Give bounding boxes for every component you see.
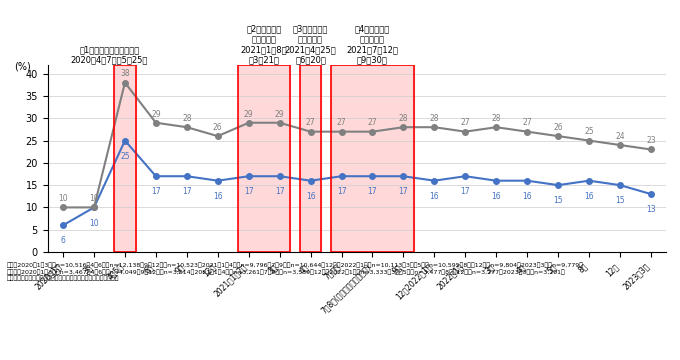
Text: 15: 15 xyxy=(615,196,625,205)
東京圏 xyxy=(183,125,191,129)
Line: 全国: 全国 xyxy=(61,138,653,228)
Text: 29: 29 xyxy=(275,109,284,118)
Text: 28: 28 xyxy=(492,114,501,123)
全国 xyxy=(399,174,407,179)
全国 xyxy=(152,174,160,179)
東京圏 xyxy=(461,130,469,134)
全国 xyxy=(307,179,315,183)
全国 xyxy=(461,174,469,179)
東京圏 xyxy=(59,205,67,210)
Text: 【2回目の緊急
事態宣言】
2021年1月8日
～3月21日: 【2回目の緊急 事態宣言】 2021年1月8日 ～3月21日 xyxy=(241,24,288,65)
Text: 15: 15 xyxy=(554,196,563,205)
全国 xyxy=(214,179,222,183)
Text: 【1回目の緊急事態宣言】
2020年4月7日～5月25日: 【1回目の緊急事態宣言】 2020年4月7日～5月25日 xyxy=(71,45,148,65)
Bar xyxy=(238,65,290,252)
Bar xyxy=(330,65,414,252)
Text: 26: 26 xyxy=(213,123,222,132)
全国 xyxy=(183,174,191,179)
Text: 16: 16 xyxy=(306,192,316,201)
全国 xyxy=(121,138,129,143)
東京圏 xyxy=(275,121,284,125)
Text: 17: 17 xyxy=(244,187,254,196)
Text: 27: 27 xyxy=(460,118,470,127)
Text: 17: 17 xyxy=(182,187,192,196)
全国 xyxy=(554,183,562,187)
東京圏 xyxy=(616,143,624,147)
Text: 6: 6 xyxy=(61,237,65,246)
Text: 16: 16 xyxy=(584,192,594,201)
東京圏 xyxy=(523,130,531,134)
Text: 27: 27 xyxy=(306,118,316,127)
Text: 25: 25 xyxy=(120,152,130,161)
東京圏 xyxy=(152,121,160,125)
Text: 10: 10 xyxy=(89,219,99,228)
全国 xyxy=(585,179,593,183)
Text: 26: 26 xyxy=(554,123,563,132)
東京圏 xyxy=(214,134,222,138)
Text: 24: 24 xyxy=(615,132,625,141)
Text: 【4回目の緊急
事態宣言】
2021年7月12日
～9月30日: 【4回目の緊急 事態宣言】 2021年7月12日 ～9月30日 xyxy=(347,24,398,65)
全国 xyxy=(523,179,531,183)
全国 xyxy=(59,223,67,228)
東京圏 xyxy=(554,134,562,138)
東京圏 xyxy=(399,125,407,129)
Bar xyxy=(114,65,136,252)
全国 xyxy=(616,183,624,187)
全国 xyxy=(430,179,439,183)
Text: 10: 10 xyxy=(58,194,68,203)
Text: 29: 29 xyxy=(244,109,254,118)
全国 xyxy=(275,174,284,179)
全国 xyxy=(337,174,345,179)
Text: 28: 28 xyxy=(430,114,439,123)
Line: 東京圏: 東京圏 xyxy=(61,80,653,210)
Text: 17: 17 xyxy=(275,187,284,196)
Text: 全国（2020年1～3月：n=10,516、4～6月：n=12,138、9～12月：n=10,523、2021年1～4月：n=9,796、7～9月：n=10,6: 全国（2020年1～3月：n=10,516、4～6月：n=12,138、9～12… xyxy=(7,263,584,282)
Text: 17: 17 xyxy=(368,187,377,196)
Bar xyxy=(300,65,322,252)
Text: 17: 17 xyxy=(337,187,346,196)
Text: 23: 23 xyxy=(646,136,656,145)
Text: 29: 29 xyxy=(151,109,160,118)
Text: 27: 27 xyxy=(522,118,532,127)
全国 xyxy=(369,174,377,179)
Text: 17: 17 xyxy=(460,187,470,196)
Text: 17: 17 xyxy=(151,187,160,196)
東京圏 xyxy=(245,121,253,125)
Text: 28: 28 xyxy=(182,114,192,123)
Text: 28: 28 xyxy=(398,114,408,123)
東京圏 xyxy=(337,130,345,134)
Text: 38: 38 xyxy=(120,69,130,78)
東京圏 xyxy=(307,130,315,134)
東京圏 xyxy=(492,125,500,129)
東京圏 xyxy=(430,125,439,129)
全国 xyxy=(90,205,98,210)
Text: 17: 17 xyxy=(398,187,408,196)
全国 xyxy=(647,192,655,196)
Y-axis label: (%): (%) xyxy=(14,61,31,71)
Text: 13: 13 xyxy=(646,205,656,214)
東京圏 xyxy=(121,81,129,85)
Text: 10: 10 xyxy=(89,194,99,203)
東京圏 xyxy=(90,205,98,210)
Text: 16: 16 xyxy=(430,192,439,201)
全国 xyxy=(492,179,500,183)
東京圏 xyxy=(369,130,377,134)
Text: 16: 16 xyxy=(492,192,501,201)
Text: 27: 27 xyxy=(368,118,377,127)
Text: 16: 16 xyxy=(213,192,222,201)
Text: 16: 16 xyxy=(522,192,532,201)
Text: 【3回目の緊急
事態宣言】
2021年4月25日
～6月20日: 【3回目の緊急 事態宣言】 2021年4月25日 ～6月20日 xyxy=(285,24,337,65)
Text: 25: 25 xyxy=(584,127,594,136)
東京圏 xyxy=(647,147,655,152)
Text: 27: 27 xyxy=(337,118,346,127)
全国 xyxy=(245,174,253,179)
東京圏 xyxy=(585,138,593,143)
